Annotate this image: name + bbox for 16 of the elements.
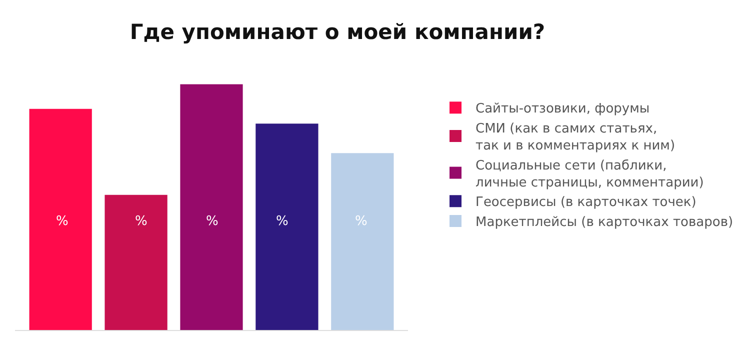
annotation: % [276, 214, 288, 229]
bar [104, 194, 168, 330]
legend-label: СМИ (как в самих статьях, так и в комментариях к ним) [476, 122, 676, 154]
annotation: % [135, 214, 148, 229]
bar [180, 84, 243, 330]
bar [331, 153, 394, 330]
bar [256, 124, 318, 330]
annotation: % [206, 214, 218, 229]
annotation: % [56, 214, 68, 229]
legend-label: Маркетплейсы (в карточках товаров) [476, 215, 734, 230]
bar [29, 108, 92, 330]
legend-label: Социальные сети (паблики, личные страницы, комментарии) [476, 158, 704, 190]
legend-label: Геосервисы (в карточках точек) [476, 195, 696, 210]
legend-label: Сайты-отзовики, форумы [476, 102, 650, 117]
annotation: % [355, 214, 368, 229]
chart-title: Где упоминают о моей компании? [130, 20, 546, 44]
